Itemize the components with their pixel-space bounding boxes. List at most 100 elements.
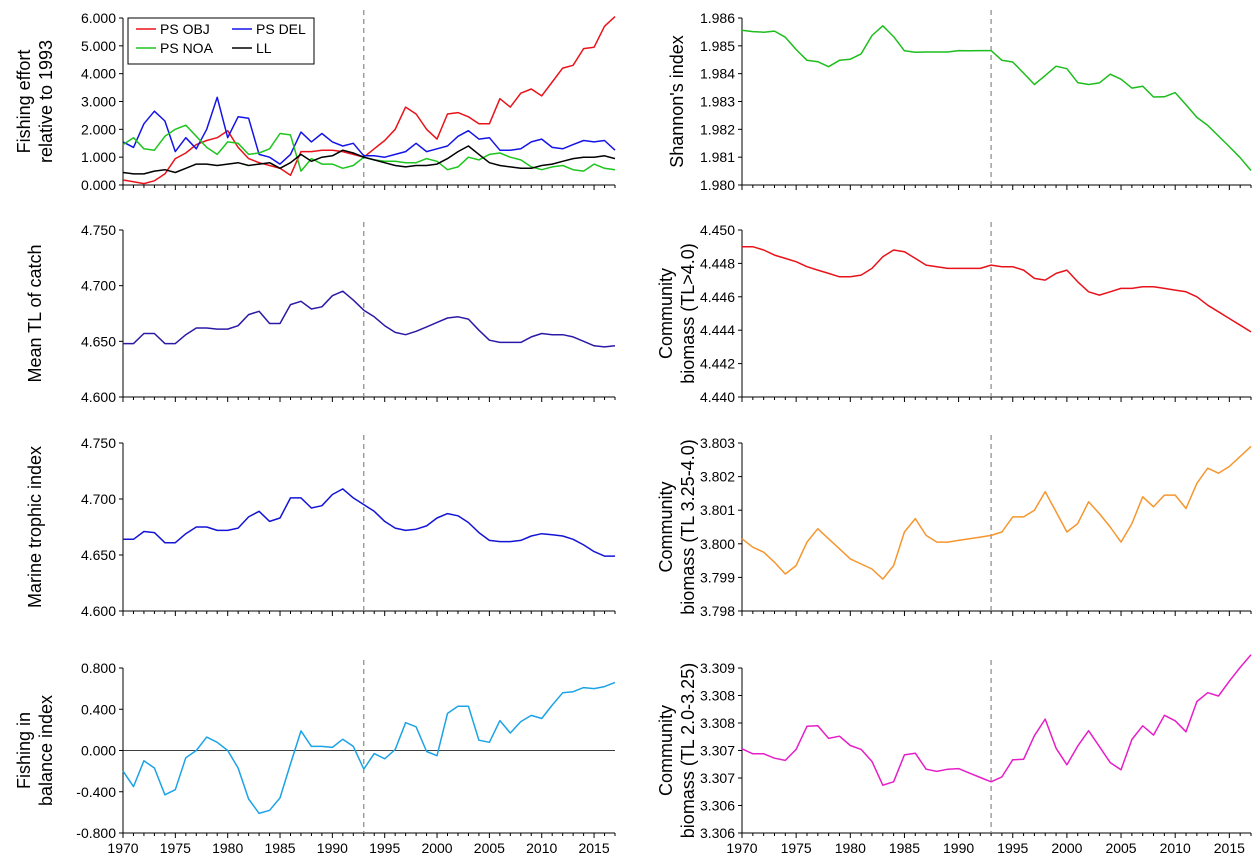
x-tick-label: 2005 <box>474 840 505 856</box>
y-tick-label: 3.306 <box>700 825 735 841</box>
y-tick-label: 3.306 <box>700 798 735 814</box>
y-tick-label: 4.442 <box>700 356 735 372</box>
y-axis-title: balance index <box>36 695 56 806</box>
series-line-1 <box>123 290 616 348</box>
x-tick-label: 2010 <box>526 840 557 856</box>
y-axis-title: Community <box>656 481 676 572</box>
y-tick-label: 1.981 <box>700 149 735 165</box>
x-tick-label: 1975 <box>160 840 191 856</box>
y-tick-label: 3.800 <box>700 536 735 552</box>
y-axis-title: biomass (TL 3.25-4.0) <box>678 439 698 614</box>
y-tick-label: 1.980 <box>700 177 735 193</box>
y-tick-label: 1.984 <box>700 66 735 82</box>
y-tick-label: 4.440 <box>700 389 735 405</box>
y-tick-label: 1.986 <box>700 10 735 26</box>
x-tick-label: 1980 <box>212 840 243 856</box>
series-line-1 <box>122 681 616 815</box>
y-tick-label: 3.307 <box>700 770 735 786</box>
y-tick-label: 2.000 <box>81 121 116 137</box>
chart-panel-7: -0.800 -0.400 0.000 0.400 0.800 1970 1975 1980 1… <box>14 660 616 856</box>
y-axis-title: Shannon's index <box>667 35 687 168</box>
y-axis-title: Fishing in <box>14 712 34 789</box>
y-tick-label: 4.600 <box>81 389 116 405</box>
x-tick-label: 1980 <box>835 840 866 856</box>
y-tick-label: 4.700 <box>81 491 116 507</box>
x-tick-label: 1990 <box>317 840 348 856</box>
chart-panel-1: 0.000 1.000 2.000 3.000 4.000 5.000 6.000 Fishi… <box>14 10 616 193</box>
series-line-1 <box>741 25 1252 171</box>
series-line-1 <box>741 654 1252 786</box>
series-line-ps-del <box>122 96 616 165</box>
y-axis-title: Fishing effort <box>14 50 34 154</box>
y-tick-label: 4.448 <box>700 255 735 271</box>
y-tick-label: -0.800 <box>76 825 116 841</box>
chart-panel-3: 4.600 4.650 4.700 4.750 Mean TL of catch <box>25 222 616 405</box>
y-axis-title: relative to 1993 <box>36 40 56 163</box>
x-tick-label: 2015 <box>1214 840 1245 856</box>
y-tick-label: 4.650 <box>81 333 116 349</box>
legend-label: PS NOA <box>160 40 214 56</box>
y-tick-label: 3.307 <box>700 743 735 759</box>
series-line-1 <box>742 245 1252 333</box>
legend-label: PS DEL <box>256 21 306 37</box>
legend-box <box>127 17 315 65</box>
y-axis-title: biomass (TL>4.0) <box>678 243 698 384</box>
y-tick-label: 3.309 <box>700 660 735 676</box>
y-tick-label: 3.308 <box>700 688 735 704</box>
y-tick-label: 4.444 <box>700 322 735 338</box>
y-tick-label: 3.801 <box>700 502 735 518</box>
x-tick-label: 2000 <box>421 840 452 856</box>
chart-panel-4: 4.440 4.442 4.444 4.446 4.448 4.450 Community b… <box>656 222 1252 405</box>
y-tick-label: 3.799 <box>700 569 735 585</box>
series-line-ps-obj <box>122 16 616 185</box>
chart-panel-6: 3.798 3.799 3.800 3.801 3.802 3.803 Community b… <box>656 435 1252 619</box>
y-axis-title: biomass (TL 2.0-3.25) <box>678 663 698 838</box>
x-tick-label: 1990 <box>943 840 974 856</box>
y-tick-label: 4.450 <box>700 222 735 238</box>
y-tick-label: 1.982 <box>700 121 735 137</box>
series-line-ll <box>122 145 616 175</box>
y-tick-label: 4.700 <box>81 278 116 294</box>
y-tick-label: 1.983 <box>700 94 735 110</box>
x-tick-label: 1985 <box>889 840 920 856</box>
y-axis-title: Marine trophic index <box>25 446 45 608</box>
y-tick-label: 0.000 <box>81 177 116 193</box>
y-tick-label: 3.802 <box>700 469 735 485</box>
y-tick-label: 6.000 <box>81 10 116 26</box>
y-tick-label: 3.000 <box>81 94 116 110</box>
legend: PS OBJ PS DEL PS NOA LL <box>127 17 315 65</box>
y-tick-label: 4.446 <box>700 289 735 305</box>
chart-panel-8: 3.306 3.306 3.307 3.307 3.308 3.308 3.309 1970 1… <box>656 654 1252 856</box>
y-tick-label: 0.400 <box>81 701 116 717</box>
x-tick-label: 1975 <box>781 840 812 856</box>
y-tick-label: 5.000 <box>81 38 116 54</box>
chart-panel-5: 4.600 4.650 4.700 4.750 Marine trophic index <box>25 435 616 619</box>
y-tick-label: 4.650 <box>81 547 116 563</box>
x-tick-label: 1985 <box>264 840 295 856</box>
y-tick-label: 0.800 <box>81 660 116 676</box>
y-axis-title: Community <box>656 268 676 359</box>
legend-label: LL <box>256 40 272 56</box>
y-tick-label: 1.000 <box>81 149 116 165</box>
x-tick-label: 2005 <box>1105 840 1136 856</box>
series-line-1 <box>741 445 1252 580</box>
y-axis-title: Mean TL of catch <box>25 244 45 382</box>
x-tick-label: 1970 <box>107 840 138 856</box>
series-line-1 <box>123 488 615 557</box>
legend-label: PS OBJ <box>160 21 210 37</box>
y-tick-label: 3.308 <box>700 715 735 731</box>
x-tick-label: 2010 <box>1160 840 1191 856</box>
x-tick-label: 2015 <box>578 840 609 856</box>
y-tick-label: 1.985 <box>700 38 735 54</box>
y-tick-label: 4.600 <box>81 603 116 619</box>
y-tick-label: 3.803 <box>700 435 735 451</box>
y-tick-label: 4.000 <box>81 66 116 82</box>
x-tick-label: 1970 <box>726 840 757 856</box>
x-tick-label: 1995 <box>369 840 400 856</box>
y-tick-label: 4.750 <box>81 435 116 451</box>
y-tick-label: 0.000 <box>81 743 116 759</box>
x-tick-label: 2000 <box>1051 840 1082 856</box>
y-tick-label: 4.750 <box>81 222 116 238</box>
chart-panel-2: 1.980 1.981 1.982 1.983 1.984 1.985 1.986 Shann… <box>667 10 1252 193</box>
